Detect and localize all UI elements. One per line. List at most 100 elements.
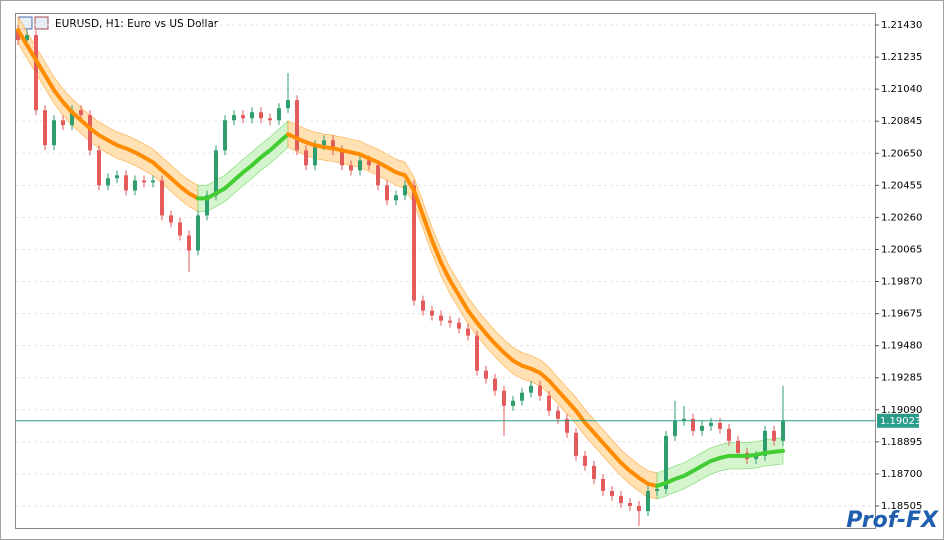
candle-body <box>160 180 164 216</box>
candle-body <box>547 395 551 411</box>
candle-body <box>169 215 173 223</box>
candle-body <box>637 505 641 512</box>
candle-body <box>781 420 785 441</box>
candle-body <box>376 165 380 186</box>
candle-body <box>295 100 299 151</box>
plot-area: 1.21430 1.21235 1.21040 1.20845 1.20650 1.204… <box>16 15 922 527</box>
chart-title: EURUSD, H1: Euro vs US Dollar <box>55 18 219 30</box>
candle-body <box>502 390 506 406</box>
candle-body <box>34 35 38 111</box>
candle-body <box>358 160 362 171</box>
current-price-box <box>877 413 919 428</box>
candle-body <box>259 112 263 119</box>
candle-body <box>727 428 731 441</box>
candle-body <box>394 195 398 201</box>
candle-body <box>772 430 776 441</box>
candle-body <box>304 150 308 166</box>
candle-body <box>457 322 461 329</box>
candle-body <box>385 185 389 201</box>
y-tick-label: 1.19090 <box>881 405 922 416</box>
ma-line <box>16 27 200 201</box>
candle-body <box>619 495 623 504</box>
candle-body <box>250 112 254 119</box>
y-tick-label: 1.21430 <box>881 20 922 31</box>
candle-body <box>214 150 218 196</box>
candle-body <box>556 410 560 419</box>
y-tick-label: 1.20260 <box>881 212 922 223</box>
watermark: Prof-FX <box>846 508 939 533</box>
candle-body <box>538 385 542 396</box>
candle-body <box>25 35 29 40</box>
candle-body <box>223 120 227 151</box>
candle-body <box>403 185 407 196</box>
candle-body <box>70 110 74 126</box>
candle-body <box>448 320 452 323</box>
candle-body <box>322 140 326 146</box>
candle-body <box>187 235 191 251</box>
candle-body <box>142 180 146 183</box>
candle-body <box>277 108 281 121</box>
current-price-label: 1.19023 <box>880 416 921 427</box>
candle-body <box>421 300 425 311</box>
candle-body <box>736 440 740 453</box>
candle-body <box>691 418 695 431</box>
ma-line <box>196 132 290 201</box>
y-tick-label: 1.21040 <box>881 84 922 95</box>
candle-body <box>79 110 83 116</box>
candle-body <box>655 489 659 492</box>
candle-body <box>583 455 587 466</box>
candle-body <box>340 150 344 166</box>
candle-body <box>367 160 371 166</box>
candle-body <box>43 110 47 146</box>
y-tick-label: 1.21235 <box>881 52 922 63</box>
candle-body <box>529 385 533 393</box>
candle-body <box>754 455 758 459</box>
candle-body <box>88 115 92 151</box>
ma-line <box>655 448 785 488</box>
candle-body <box>349 165 353 171</box>
candle-body <box>286 100 290 109</box>
candle-body <box>241 115 245 119</box>
y-tick-label: 1.19870 <box>881 277 922 288</box>
ma-band <box>656 437 784 500</box>
ma-line <box>286 132 659 488</box>
candle-body <box>205 195 209 216</box>
y-tick-label: 1.19285 <box>881 373 922 384</box>
candle-body <box>412 185 416 301</box>
candle-body <box>574 432 578 456</box>
candle-body <box>268 118 272 121</box>
candle-body <box>475 335 479 371</box>
y-tick-label: 1.18895 <box>881 437 922 448</box>
candle-body <box>673 420 677 436</box>
candle-body <box>592 465 596 480</box>
candle-body <box>124 175 128 191</box>
candle-body <box>115 175 119 179</box>
candle-body <box>133 180 137 191</box>
candle-body <box>232 115 236 121</box>
candle-body <box>52 120 56 146</box>
candle-body <box>178 222 182 236</box>
candle-body <box>718 422 722 429</box>
y-tick-label: 1.18505 <box>881 501 922 512</box>
candle-body <box>682 418 686 421</box>
candle-body <box>664 435 668 490</box>
y-tick-label: 1.18700 <box>881 469 922 480</box>
y-tick-label: 1.19480 <box>881 341 922 352</box>
candle-body <box>709 422 713 426</box>
y-tick-label: 1.20065 <box>881 244 922 255</box>
candle-body <box>646 491 650 512</box>
candle-body <box>439 315 443 321</box>
candle-body <box>97 150 101 186</box>
candle-body <box>151 180 155 183</box>
candle-body <box>313 145 317 166</box>
candle-body <box>565 418 569 433</box>
candle-body <box>484 370 488 379</box>
candle-body <box>628 503 632 506</box>
candle-body <box>331 140 335 151</box>
candle-body <box>601 479 605 492</box>
candle-body <box>106 178 110 186</box>
y-tick-label: 1.20845 <box>881 116 922 127</box>
candle-body <box>430 310 434 316</box>
candle-body <box>196 215 200 251</box>
